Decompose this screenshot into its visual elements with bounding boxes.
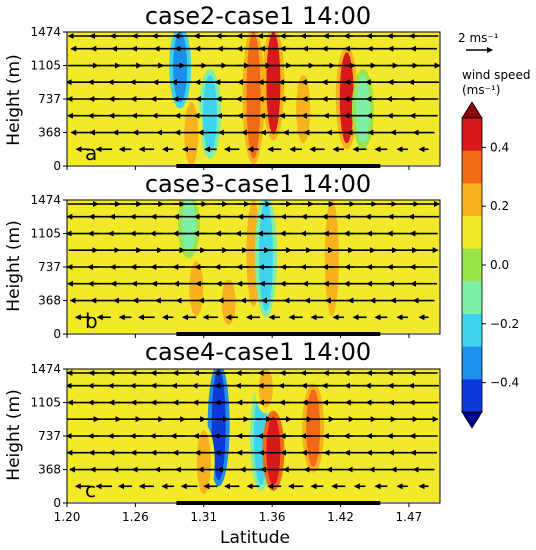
contour-feature-core: [266, 32, 281, 135]
colorbar-bin: [462, 248, 482, 282]
colorbar-tick-label: 0.2: [490, 199, 509, 213]
colorbar-tick-label: −0.2: [490, 317, 519, 331]
colorbar-bin: [462, 314, 482, 348]
colorbar-bin: [462, 281, 482, 315]
y-tick-label: 737: [38, 429, 61, 443]
panel-letter: b: [85, 309, 98, 333]
contour-feature-core: [189, 261, 204, 316]
y-tick-label: 368: [38, 126, 61, 140]
contour-feature-core: [355, 75, 370, 144]
colorbar-tick-label: −0.4: [490, 376, 519, 390]
contour-feature-core: [246, 32, 261, 159]
y-axis-label-c: Height (m): [4, 389, 24, 480]
y-tick-label: 0: [53, 496, 61, 510]
reference-vector: 2 ms⁻¹: [458, 31, 499, 53]
panel-b-title: case3-case1 14:00: [145, 170, 371, 198]
colorbar-bin: [462, 216, 482, 250]
reference-vector-label: 2 ms⁻¹: [458, 31, 499, 45]
colorbar-units: (ms⁻¹): [462, 83, 500, 97]
y-tick-label: 1474: [30, 25, 61, 39]
contour-feature-core: [258, 369, 273, 408]
colorbar-title: wind speed: [462, 68, 530, 82]
x-tick-label: 1.36: [259, 510, 286, 524]
y-tick-label: 737: [38, 92, 61, 106]
contour-feature-core: [306, 389, 321, 467]
colorbar-bin: [462, 379, 482, 413]
contour-feature-core: [173, 32, 188, 103]
panel-c-title: case4-case1 14:00: [145, 338, 371, 366]
colorbar: wind speed (ms⁻¹) 0.4 0.2 0.0 −0.2 −0.4: [461, 68, 530, 429]
panel-a: 0 368 737 1105 1474 a: [30, 25, 441, 173]
colorbar-bin: [462, 150, 482, 184]
contour-feature-core: [184, 102, 199, 166]
panel-c: 0 368 737 1105 1474 1.20 1.26 1.31 1.36 1.42 1.47 c: [30, 362, 441, 524]
y-tick-label: 368: [38, 463, 61, 477]
y-tick-label: 368: [38, 294, 61, 308]
contour-field: [67, 32, 440, 166]
y-tick-label: 1105: [30, 227, 61, 241]
y-tick-label: 737: [38, 260, 61, 274]
colorbar-bin: [462, 346, 482, 380]
y-tick-label: 1474: [30, 193, 61, 207]
colorbar-tick-label: 0.4: [490, 140, 509, 154]
y-tick-label: 1474: [30, 362, 61, 376]
x-tick-label: 1.31: [190, 510, 217, 524]
contour-feature-core: [296, 75, 311, 144]
contour-field: [67, 200, 440, 334]
colorbar-extend-min: [461, 411, 483, 429]
y-tick-label: 1105: [30, 59, 61, 73]
panel-letter: a: [85, 141, 97, 165]
contour-feature-core: [266, 416, 281, 485]
contour-feature-core: [221, 279, 236, 325]
colorbar-extend-max: [461, 101, 483, 119]
panel-b: 0 368 737 1105 1474 b: [30, 193, 441, 341]
x-tick-label: 1.47: [396, 510, 423, 524]
panel-letter: c: [85, 478, 96, 502]
contour-feature-core: [202, 75, 217, 153]
y-tick-label: 1105: [30, 396, 61, 410]
contour-feature-core: [324, 200, 339, 316]
contour-feature-core: [181, 200, 196, 253]
x-tick-label: 1.26: [122, 510, 149, 524]
colorbar-tick-label: 0.0: [490, 258, 509, 272]
x-tick-label: 1.20: [54, 510, 81, 524]
colorbar-bin: [462, 183, 482, 217]
contour-field: [67, 369, 440, 503]
colorbar-bin: [462, 118, 482, 152]
x-tick-label: 1.42: [327, 510, 354, 524]
y-axis-label-a: Height (m): [4, 54, 24, 145]
x-axis-label: Latitude: [220, 528, 290, 548]
contour-feature-core: [196, 430, 211, 494]
y-axis-label-b: Height (m): [4, 220, 24, 311]
y-tick-label: 0: [53, 159, 61, 173]
panel-a-title: case2-case1 14:00: [145, 2, 371, 30]
y-tick-label: 0: [53, 327, 61, 341]
